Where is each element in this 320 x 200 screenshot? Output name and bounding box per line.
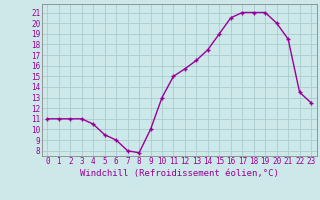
X-axis label: Windchill (Refroidissement éolien,°C): Windchill (Refroidissement éolien,°C): [80, 169, 279, 178]
